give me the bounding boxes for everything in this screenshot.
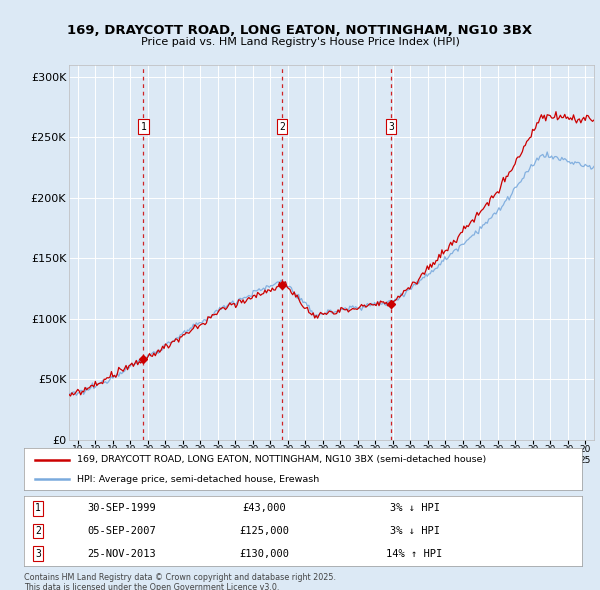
Text: 3: 3 (35, 549, 41, 559)
Text: £43,000: £43,000 (242, 503, 286, 513)
Text: 1: 1 (35, 503, 41, 513)
Text: 3% ↓ HPI: 3% ↓ HPI (389, 526, 440, 536)
Text: Contains HM Land Registry data © Crown copyright and database right 2025.: Contains HM Land Registry data © Crown c… (24, 573, 336, 582)
Text: 1: 1 (140, 122, 146, 132)
Text: 05-SEP-2007: 05-SEP-2007 (87, 526, 156, 536)
Text: 3: 3 (388, 122, 394, 132)
Text: 14% ↑ HPI: 14% ↑ HPI (386, 549, 443, 559)
Text: This data is licensed under the Open Government Licence v3.0.: This data is licensed under the Open Gov… (24, 583, 280, 590)
Text: HPI: Average price, semi-detached house, Erewash: HPI: Average price, semi-detached house,… (77, 475, 319, 484)
Text: £125,000: £125,000 (239, 526, 289, 536)
Text: 169, DRAYCOTT ROAD, LONG EATON, NOTTINGHAM, NG10 3BX: 169, DRAYCOTT ROAD, LONG EATON, NOTTINGH… (67, 24, 533, 37)
Text: 3% ↓ HPI: 3% ↓ HPI (389, 503, 440, 513)
Text: 30-SEP-1999: 30-SEP-1999 (87, 503, 156, 513)
Text: 2: 2 (35, 526, 41, 536)
Text: 169, DRAYCOTT ROAD, LONG EATON, NOTTINGHAM, NG10 3BX (semi-detached house): 169, DRAYCOTT ROAD, LONG EATON, NOTTINGH… (77, 455, 486, 464)
Text: 2: 2 (279, 122, 285, 132)
Text: 25-NOV-2013: 25-NOV-2013 (87, 549, 156, 559)
Text: £130,000: £130,000 (239, 549, 289, 559)
Text: Price paid vs. HM Land Registry's House Price Index (HPI): Price paid vs. HM Land Registry's House … (140, 37, 460, 47)
